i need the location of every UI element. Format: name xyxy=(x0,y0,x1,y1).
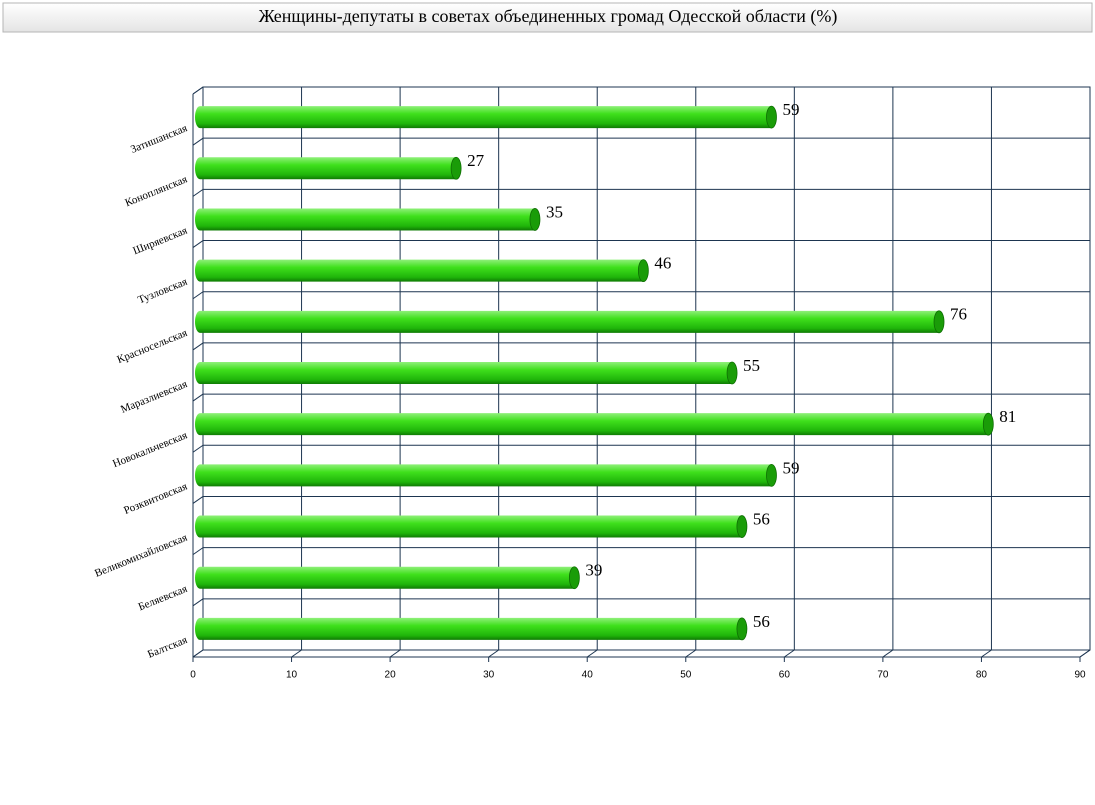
bar-cap xyxy=(766,105,777,129)
left-wall-line xyxy=(192,444,204,453)
bar xyxy=(195,310,945,333)
bar xyxy=(195,413,994,436)
bar xyxy=(195,617,747,640)
bar xyxy=(195,208,540,231)
floor-line xyxy=(389,649,401,658)
floor-line xyxy=(488,649,499,658)
left-wall-line xyxy=(192,547,204,556)
y-tick-label: Коноплянская xyxy=(123,173,189,209)
floor-line xyxy=(882,649,894,658)
plot-area: 0 10 20 30 40 50 60 70 80 90 Затишанская 59 Коноплян… xyxy=(93,86,1091,681)
bar-cap xyxy=(726,361,738,385)
value-label: 81 xyxy=(999,407,1016,426)
bar-cap xyxy=(736,515,748,538)
x-tick-label: 70 xyxy=(877,670,889,681)
value-label: 35 xyxy=(546,202,563,221)
y-tick-label: Затишанская xyxy=(129,122,189,156)
left-wall-line xyxy=(192,393,204,402)
floor-line xyxy=(784,649,795,658)
left-wall-line xyxy=(192,291,204,300)
value-label: 76 xyxy=(950,305,967,324)
value-label: 59 xyxy=(782,100,799,119)
x-tick-label: 30 xyxy=(483,670,495,681)
bar xyxy=(195,362,738,384)
left-wall-line xyxy=(192,342,204,351)
value-label: 39 xyxy=(585,561,602,580)
bar xyxy=(195,566,580,589)
left-wall-line xyxy=(192,86,204,95)
bar xyxy=(195,515,747,538)
value-label: 27 xyxy=(467,151,485,170)
floor-line xyxy=(192,649,204,658)
x-tick-label: 90 xyxy=(1074,670,1086,681)
bar-cap xyxy=(982,412,994,436)
chart-title: Женщины-депутаты в советах объединенных … xyxy=(259,6,838,27)
bar-cap xyxy=(766,463,777,487)
x-tick-label: 20 xyxy=(385,670,397,681)
x-tick-label: 50 xyxy=(680,670,692,681)
left-wall-line xyxy=(192,240,204,248)
left-wall-line xyxy=(192,137,204,146)
floor-line xyxy=(586,649,598,658)
x-tick-label: 40 xyxy=(582,670,594,681)
x-tick-label: 10 xyxy=(286,670,298,681)
value-label: 56 xyxy=(753,612,770,631)
floor-line xyxy=(291,649,302,658)
value-label: 55 xyxy=(743,356,760,375)
value-label: 56 xyxy=(753,509,770,528)
bar-cap xyxy=(568,566,580,590)
left-wall-line xyxy=(192,496,204,504)
title-box xyxy=(2,2,1093,33)
x-tick-label: 0 xyxy=(190,670,196,681)
bar xyxy=(195,106,777,129)
floor-line xyxy=(981,649,992,658)
floor-line xyxy=(1079,649,1091,658)
y-tick-label: Балтская xyxy=(146,634,189,661)
x-tick-label: 60 xyxy=(779,670,791,681)
bar-cap xyxy=(736,617,748,641)
left-wall-line xyxy=(192,598,204,607)
bar xyxy=(195,157,462,180)
y-tick-label: Тузловская xyxy=(136,276,189,307)
value-label: 59 xyxy=(782,458,799,477)
y-tick-label: Маразлиевская xyxy=(119,378,189,416)
y-tick-label: Новокальчевская xyxy=(111,429,189,470)
bar-cap xyxy=(450,156,462,180)
floor-line xyxy=(685,649,697,658)
bar xyxy=(195,464,777,487)
left-wall-line xyxy=(192,188,204,197)
x-tick-label: 80 xyxy=(976,670,988,681)
bar xyxy=(195,259,649,282)
y-tick-label: Розквитовская xyxy=(122,481,189,517)
bar-cap xyxy=(933,310,945,334)
y-tick-label: Беляевская xyxy=(137,583,189,614)
y-tick-label: Красносельская xyxy=(115,327,189,366)
y-tick-label: Ширяевская xyxy=(131,225,189,258)
value-label: 46 xyxy=(654,254,671,273)
y-tick-label: Великомихайловская xyxy=(93,532,189,580)
bar-cap xyxy=(637,259,649,283)
bar-cap xyxy=(529,208,541,231)
